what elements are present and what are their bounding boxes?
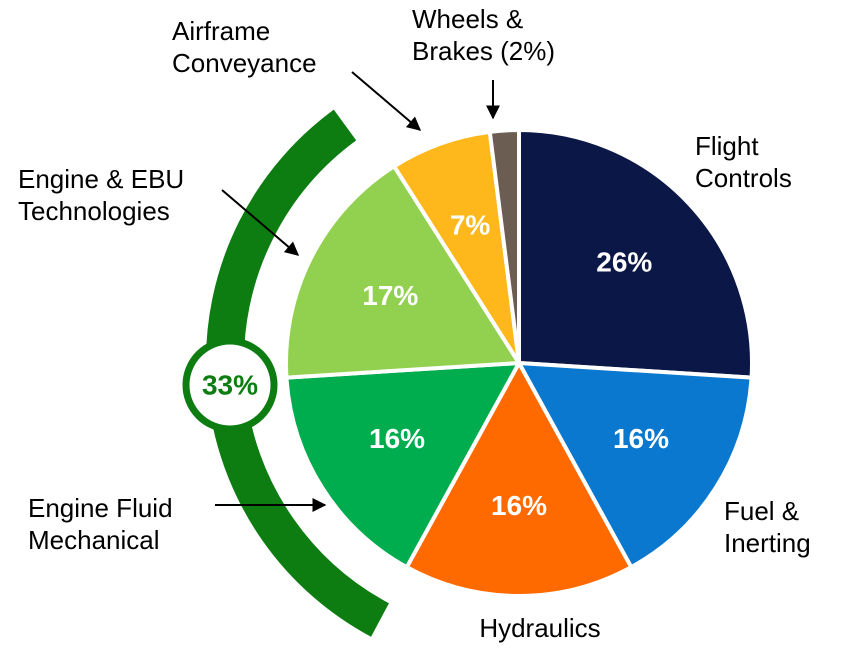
category-label: Fuel & Inerting — [724, 496, 811, 558]
pie-slice — [284, 164, 521, 380]
value-label: 7% — [450, 209, 491, 240]
category-label: Engine & EBU Technologies — [18, 164, 185, 226]
value-label: 16% — [369, 423, 425, 454]
category-label: Engine Fluid Mechanical — [28, 493, 173, 555]
arrow — [221, 189, 300, 256]
pie-slice — [404, 361, 634, 598]
annotation-badge — [182, 337, 278, 433]
pie-slice — [517, 128, 754, 380]
pie-slice — [284, 361, 521, 570]
category-label: Flight Controls — [695, 131, 792, 193]
value-label: 17% — [362, 280, 418, 311]
category-label: Wheels & Brakes (2%) — [412, 4, 556, 66]
annotation-text: 33% — [202, 369, 258, 400]
pie: 26% 16% 16% 16% 17% 7% — [284, 128, 754, 598]
pie-slice — [517, 361, 754, 570]
category-label: Airframe Conveyance — [172, 16, 317, 78]
category-label: Hydraulics — [479, 613, 601, 643]
pie-slice — [487, 128, 521, 365]
value-label: 16% — [491, 490, 547, 521]
value-label: 16% — [613, 423, 669, 454]
value-label: 26% — [596, 247, 652, 278]
arrow — [351, 71, 422, 131]
